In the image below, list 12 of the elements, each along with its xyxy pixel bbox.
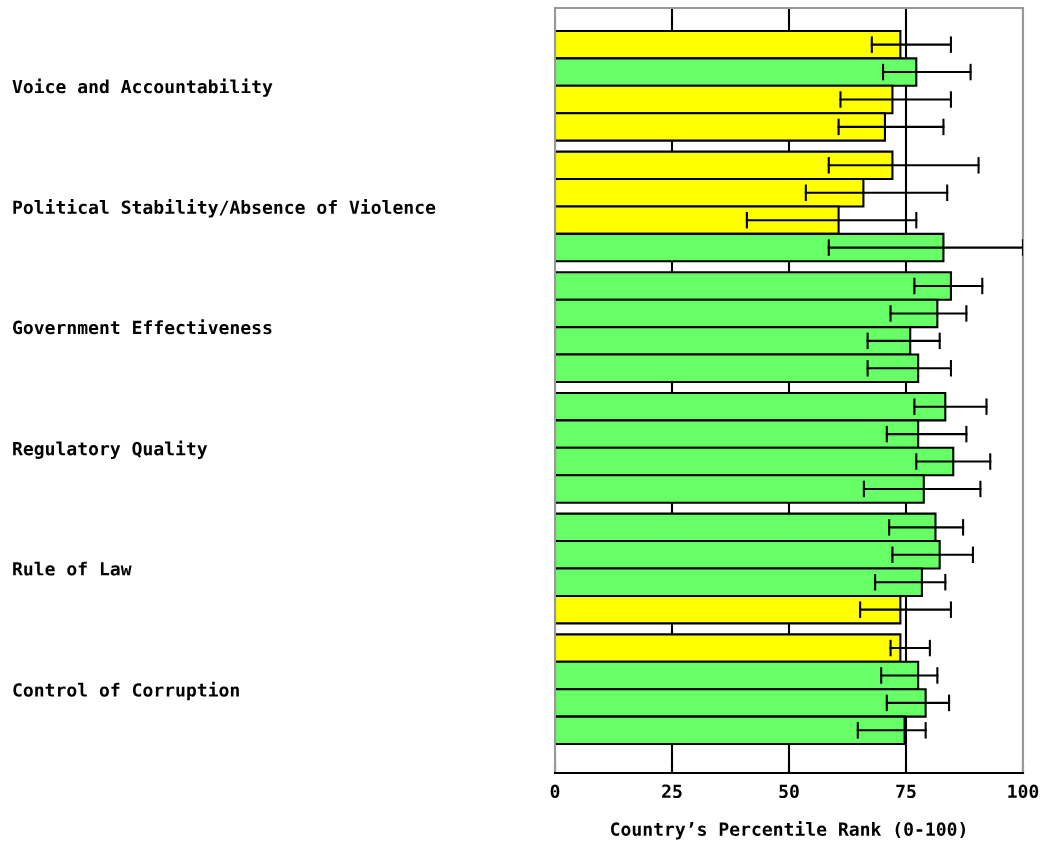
- x-axis-title: Country’s Percentile Rank (0-100): [610, 821, 965, 840]
- x-tick-label: 75: [896, 784, 916, 799]
- y-tick-label: Rule of Law: [13, 561, 132, 576]
- x-tick-label: 50: [779, 784, 799, 799]
- y-tick-label: Political Stability/Absence of Violence: [13, 199, 436, 218]
- y-tick-label: Voice and Accountability: [12, 78, 273, 97]
- x-tick-label: 0: [550, 784, 560, 799]
- y-tick-label: Control of Corruption: [13, 681, 239, 701]
- x-tick-label: 25: [662, 784, 682, 799]
- x-tick-label: 100: [1008, 784, 1039, 799]
- y-tick-label: Government Effectiveness: [13, 319, 272, 335]
- y-tick-label: Regulatory Quality: [13, 440, 208, 459]
